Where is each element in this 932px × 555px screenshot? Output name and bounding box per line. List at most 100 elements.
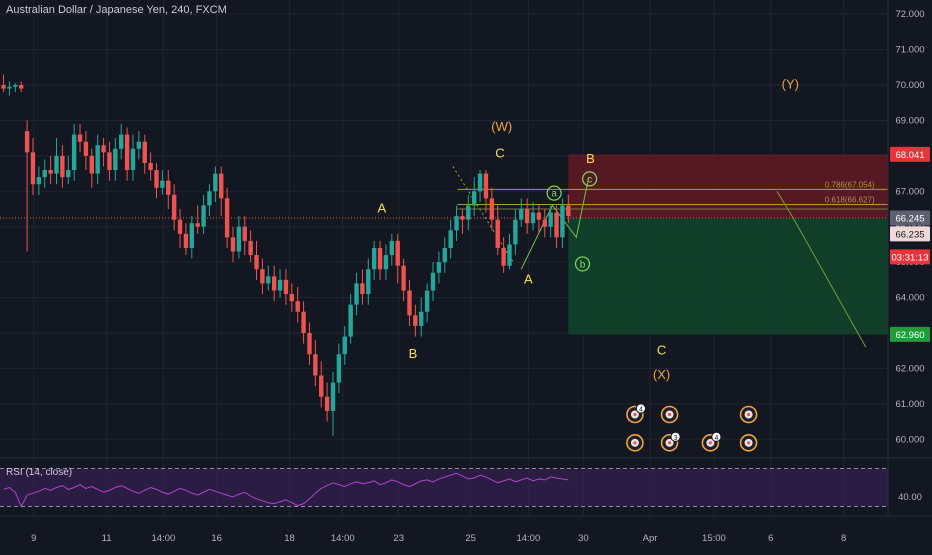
candle-body — [136, 141, 142, 149]
event-flag-dot — [667, 412, 672, 417]
event-count-bubble — [670, 431, 681, 442]
candle-body — [242, 226, 247, 241]
candle-body — [395, 240, 400, 266]
candle-body — [501, 247, 506, 266]
candle-body — [254, 255, 259, 270]
previous-price-badge-bg — [890, 226, 930, 242]
candle-body — [524, 209, 530, 224]
candle-body — [160, 180, 165, 188]
candle-body — [66, 170, 71, 178]
circled-wave-label: b — [580, 259, 586, 270]
candle-body — [307, 333, 312, 355]
candle-body — [71, 134, 77, 171]
candle-body — [1, 85, 6, 89]
wave-label: B — [409, 346, 418, 361]
wave-label: C — [495, 146, 504, 161]
time-tick-label: Apr — [643, 533, 658, 544]
candle-body — [454, 216, 459, 231]
candle-body — [471, 191, 477, 206]
event-flag-dot — [746, 412, 751, 417]
candle-body — [166, 180, 171, 195]
price-tick-label: 71.000 — [895, 45, 924, 56]
candle-body — [171, 194, 177, 220]
candle-body — [548, 212, 553, 227]
candle-body — [460, 216, 465, 220]
candle-body — [383, 255, 389, 270]
candle-body — [289, 294, 295, 302]
rsi-indicator-label[interactable]: RSI (14, close) — [6, 467, 73, 478]
event-flag-dot — [746, 441, 751, 445]
candle-body — [554, 212, 559, 238]
candle-body — [430, 272, 436, 291]
price-tick-label: 70.000 — [895, 80, 924, 91]
candle-body — [442, 247, 447, 263]
circled-wave-label: c — [587, 174, 592, 185]
wave-label: C — [657, 342, 666, 357]
event-count-bubble — [635, 403, 647, 414]
price-tick-label: 72.000 — [895, 9, 924, 20]
candle-body — [83, 141, 89, 156]
candle-body — [19, 85, 24, 89]
candle-body — [142, 141, 147, 163]
stop-price-badge: 68.041 — [895, 150, 924, 161]
candle-body — [283, 279, 289, 295]
event-count-bubble — [711, 431, 722, 442]
dotted-channel-line — [452, 166, 514, 263]
candle-body — [195, 223, 200, 227]
candle-body — [89, 155, 94, 174]
price-tick-label: 69.000 — [895, 115, 924, 126]
candle-body — [207, 191, 212, 206]
candle-body — [560, 205, 565, 238]
candle-body — [230, 237, 236, 252]
candle-body — [260, 269, 265, 284]
candle-body — [466, 205, 471, 220]
event-badges: 4 3 4 — [626, 403, 758, 452]
candle-body — [154, 170, 159, 188]
candle-body — [324, 396, 330, 411]
candle-body — [377, 247, 383, 270]
take-profit-zone — [568, 218, 888, 335]
target-price-badge: 62.960 — [895, 330, 924, 341]
time-tick-label: 16 — [211, 533, 222, 544]
candle-body — [319, 375, 324, 397]
fib-level-label: 0.786(67.054) — [825, 180, 875, 189]
rsi-line — [3, 472, 569, 508]
current-price-badge-bg — [890, 210, 930, 226]
candle-body — [407, 290, 412, 316]
candle-body — [507, 244, 512, 266]
wave-label: A — [378, 201, 387, 216]
price-tick-label: 67.000 — [895, 186, 924, 197]
candle-body — [189, 223, 195, 248]
candle-body — [42, 170, 47, 178]
candle-body — [13, 85, 18, 87]
candle-body — [224, 198, 230, 238]
wave-label: A — [524, 271, 533, 286]
candle-body — [36, 177, 42, 185]
previous-price-badge: 66.235 — [895, 229, 924, 240]
candle-body — [77, 134, 83, 142]
wave-circle — [546, 185, 562, 201]
candle-body — [201, 205, 206, 227]
time-tick-label: 9 — [31, 533, 36, 544]
candle-body — [313, 354, 318, 376]
price-tick-label: 60.000 — [895, 434, 924, 445]
time-tick-label: 6 — [768, 533, 773, 544]
circled-wave-label: a — [551, 189, 557, 200]
target-price-badge-bg — [890, 326, 930, 342]
fib-level-label: 0.618(66.627) — [825, 196, 875, 205]
candle-body — [513, 219, 518, 245]
candle-body — [271, 276, 277, 291]
price-tick-label: 64.000 — [895, 293, 924, 304]
wave-label: (X) — [653, 367, 670, 382]
wave-label: B — [586, 151, 595, 166]
candle-body — [107, 152, 112, 171]
projection-path — [776, 191, 867, 348]
time-tick-label: 25 — [465, 533, 476, 544]
price-tick-label: 62.000 — [895, 363, 924, 374]
stop-loss-zone — [568, 154, 888, 219]
stop-price-badge-bg — [890, 146, 930, 162]
wave-label: (Y) — [782, 77, 799, 92]
